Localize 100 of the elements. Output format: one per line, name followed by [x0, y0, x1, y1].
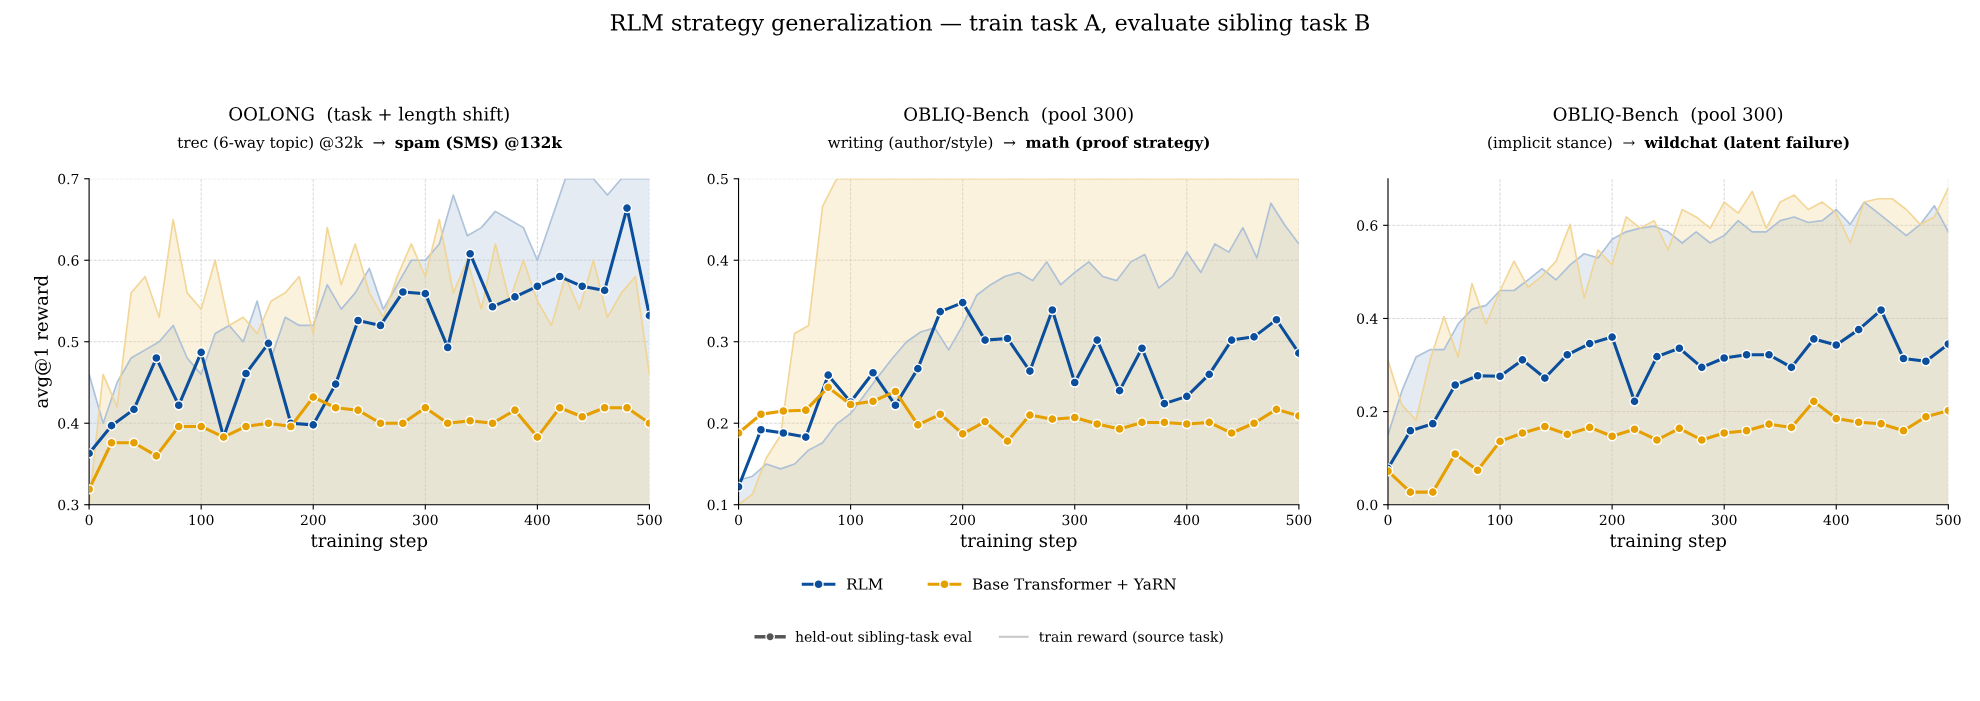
point	[1763, 418, 1775, 430]
point	[464, 415, 476, 426]
point	[1786, 362, 1797, 373]
point	[621, 402, 633, 413]
point	[397, 418, 409, 429]
point	[1181, 418, 1193, 430]
point	[375, 320, 386, 331]
point	[464, 248, 476, 259]
y-tick-label: 0.5	[58, 336, 79, 348]
point	[1472, 465, 1483, 476]
point	[1069, 412, 1080, 423]
point	[1606, 331, 1618, 343]
point	[1204, 369, 1215, 380]
point	[800, 404, 811, 416]
y-tick-label: 0.5	[707, 173, 728, 185]
point	[1002, 435, 1013, 447]
point	[1875, 304, 1887, 316]
point	[1651, 351, 1663, 362]
point	[1920, 356, 1932, 367]
point	[1584, 338, 1595, 349]
point	[308, 391, 319, 403]
point	[509, 291, 521, 303]
x-tick-label: 100	[839, 514, 863, 526]
y-tick-label: 0.7	[58, 173, 79, 185]
point	[935, 409, 946, 420]
point	[1718, 427, 1730, 439]
point	[554, 402, 565, 413]
point	[1114, 385, 1125, 396]
point	[1786, 422, 1797, 433]
point	[912, 419, 924, 431]
x-tick-label: 200	[950, 514, 976, 526]
point	[1718, 352, 1730, 364]
y-tick-label: 0.4	[58, 418, 79, 429]
point	[330, 378, 341, 390]
point	[308, 419, 319, 431]
point	[442, 418, 453, 429]
x-tick-label: 300	[413, 514, 438, 526]
point	[1047, 304, 1058, 316]
point	[599, 402, 610, 413]
x-tick-label: 100	[189, 514, 214, 526]
point	[778, 405, 789, 417]
point	[621, 202, 633, 214]
point	[1517, 427, 1528, 439]
point	[352, 315, 364, 326]
point	[1091, 418, 1103, 430]
chart-subtitle: (implicit stance) → wildchat (latent failure)	[1488, 136, 1849, 152]
point	[1450, 448, 1461, 460]
chart-title: OOLONG (task + length shift)	[229, 106, 509, 125]
point	[487, 301, 498, 312]
point	[1002, 333, 1013, 344]
point	[957, 297, 968, 308]
y-tick-label: 0.4	[707, 255, 729, 266]
x-tick-label: 100	[1488, 514, 1513, 526]
point	[1159, 417, 1170, 428]
chart-subtitle: trec (6-way topic) @32k → spam (SMS) @132k	[177, 136, 563, 152]
point	[352, 404, 364, 416]
point	[1248, 418, 1260, 429]
point	[1898, 353, 1909, 364]
point	[1204, 417, 1215, 428]
chart-title: OBLIQ-Bench (pool 300)	[1553, 106, 1783, 125]
point	[151, 352, 162, 364]
point	[1091, 334, 1103, 346]
point	[195, 347, 207, 358]
point	[173, 421, 184, 432]
y-tick-label: 0.6	[1357, 220, 1378, 231]
point	[912, 363, 924, 374]
point	[1494, 370, 1506, 382]
x-tick-label: 0	[1384, 514, 1392, 526]
point	[1271, 404, 1282, 415]
point	[778, 427, 789, 439]
point	[1898, 425, 1909, 436]
point	[1271, 314, 1282, 325]
point	[1741, 349, 1752, 360]
point	[1808, 333, 1820, 345]
x-tick-label: 500	[1286, 514, 1312, 526]
point	[420, 288, 431, 299]
point	[106, 420, 117, 431]
point	[195, 421, 207, 432]
point	[1763, 349, 1775, 360]
point	[1024, 365, 1036, 377]
point	[576, 281, 588, 292]
point	[240, 368, 252, 379]
point	[1539, 372, 1551, 384]
point	[240, 421, 252, 432]
legend-label: RLM	[846, 578, 883, 590]
x-tick-label: 400	[1823, 514, 1849, 526]
x-tick-label: 200	[1599, 514, 1625, 526]
y-tick-label: 0.4	[1357, 313, 1378, 324]
point	[1808, 396, 1820, 407]
x-tick-label: 200	[300, 514, 326, 526]
point	[576, 411, 588, 422]
x-tick-label: 400	[524, 514, 550, 526]
point	[1517, 354, 1528, 366]
point	[800, 431, 811, 443]
point	[1427, 418, 1439, 429]
y-tick-label: 0.0	[1357, 499, 1378, 511]
point	[1920, 411, 1932, 422]
point	[151, 450, 162, 462]
y-tick-label: 0.1	[707, 499, 727, 511]
point	[1450, 379, 1461, 391]
